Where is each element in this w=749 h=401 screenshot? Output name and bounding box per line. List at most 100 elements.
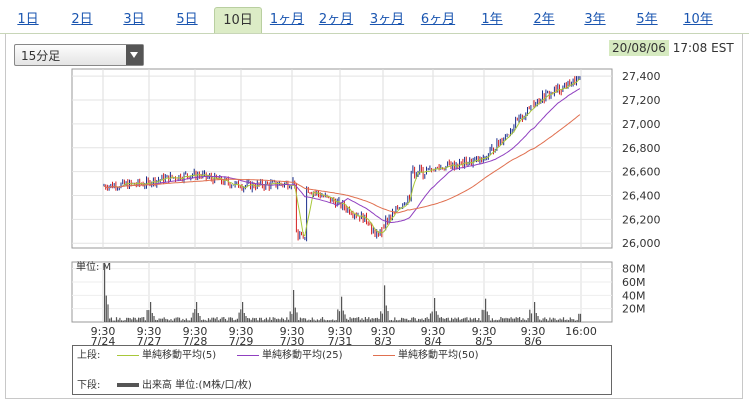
x-tick-time: 9:30 <box>137 325 162 338</box>
volume-bar <box>265 317 267 322</box>
volume-bar <box>534 302 536 322</box>
volume-bar <box>574 320 576 322</box>
volume-bar <box>366 318 368 322</box>
volume-bar <box>281 317 283 322</box>
x-tick-date: 8/4 <box>424 335 442 345</box>
x-tick-date: 8/3 <box>374 335 392 345</box>
volume-bar <box>269 317 271 322</box>
volume-bar <box>219 318 221 322</box>
volume-bar <box>233 320 235 322</box>
timestamp-time: 17:08 EST <box>672 41 734 55</box>
volume-bar <box>151 313 153 322</box>
tab-range-7[interactable]: 3ヶ月 <box>369 12 405 27</box>
volume-bar <box>576 319 578 322</box>
x-tick-time: 9:30 <box>421 325 446 338</box>
volume-bar <box>419 319 421 322</box>
price-y-tick-label: 26,200 <box>622 213 661 226</box>
volume-bar <box>424 318 426 322</box>
legend-upper-row: 上段: 単純移動平均(5) 単純移動平均(25) 単純移動平均(50) <box>77 349 479 363</box>
tab-range-9[interactable]: 1年 <box>481 12 503 27</box>
volume-bar <box>392 320 394 322</box>
volume-bar <box>524 319 526 322</box>
tab-range-5[interactable]: 1ヶ月 <box>269 12 305 27</box>
volume-bar <box>132 317 135 322</box>
volume-bar <box>421 318 423 322</box>
x-tick-time: 16:00 <box>565 325 597 338</box>
x-tick-time: 9:30 <box>229 325 254 338</box>
volume-unit-label: 単位: M <box>76 260 111 273</box>
volume-bar <box>134 317 136 322</box>
volume-bar <box>129 318 131 322</box>
interval-select[interactable]: 15分足 <box>14 44 144 66</box>
volume-bars <box>104 263 582 322</box>
volume-bar <box>554 318 556 322</box>
tab-range-1[interactable]: 2日 <box>71 12 93 27</box>
volume-bar <box>442 318 444 322</box>
x-tick-time: 9:30 <box>521 325 546 338</box>
volume-bar <box>294 307 296 322</box>
volume-bar <box>435 311 437 322</box>
volume-bar <box>136 319 138 322</box>
volume-bar <box>552 317 554 322</box>
x-tick-time: 9:30 <box>280 325 305 338</box>
volume-bar <box>315 320 317 322</box>
x-tick-date: 8/5 <box>475 335 493 345</box>
volume-bar <box>201 320 203 322</box>
volume-bar <box>231 317 233 322</box>
volume-bar <box>488 315 490 322</box>
volume-bar <box>423 319 425 322</box>
tab-range-4[interactable]: 10日 <box>214 7 262 34</box>
volume-bar <box>437 314 439 322</box>
volume-bar <box>562 317 565 322</box>
price-y-tick-label: 26,400 <box>622 189 661 202</box>
volume-bar <box>155 319 157 322</box>
volume-bar <box>267 319 269 322</box>
volume-bar <box>190 317 192 322</box>
volume-bar <box>529 309 531 322</box>
volume-bar <box>238 312 240 322</box>
volume-bar <box>127 317 129 322</box>
volume-bar <box>170 319 172 322</box>
volume-bar <box>452 319 454 322</box>
tab-range-13[interactable]: 10年 <box>683 12 713 27</box>
volume-bar <box>439 317 441 322</box>
volume-bar <box>293 290 295 322</box>
price-plot-area <box>71 68 613 249</box>
tab-range-11[interactable]: 3年 <box>584 12 606 27</box>
chevron-down-icon[interactable] <box>126 45 143 65</box>
tab-range-12[interactable]: 5年 <box>636 12 658 27</box>
tab-range-3[interactable]: 5日 <box>176 12 198 27</box>
tab-range-6[interactable]: 2ヶ月 <box>318 12 354 27</box>
price-chart: 26,000 26,200 26,400 26,600 26,800 27,000 27,2… <box>71 68 661 345</box>
volume-bar <box>522 318 524 322</box>
volume-bar <box>161 318 164 322</box>
volume-bar <box>110 317 112 322</box>
volume-bar <box>270 319 273 322</box>
tab-range-0[interactable]: 1日 <box>17 12 39 27</box>
legend-ma50-label: 単純移動平均(50) <box>398 350 479 361</box>
volume-bar <box>412 317 415 322</box>
volume-bar <box>304 318 307 322</box>
volume-bar <box>530 313 533 322</box>
volume-bar <box>380 311 382 322</box>
volume-bar <box>447 317 449 322</box>
volume-bar <box>337 309 339 322</box>
volume-bar <box>490 320 492 322</box>
tab-range-2[interactable]: 3日 <box>123 12 145 27</box>
legend-volume: 出来高 単位:(M株/口/枚) <box>117 379 252 393</box>
legend-lower-row: 下段: 出来高 単位:(M株/口/枚) <box>77 379 252 393</box>
tab-range-10[interactable]: 2年 <box>533 12 555 27</box>
volume-bar <box>184 320 186 322</box>
volume-bar <box>440 317 442 322</box>
volume-bar <box>456 318 458 322</box>
interval-select-value: 15分足 <box>21 49 61 63</box>
volume-bar <box>330 319 332 322</box>
volume-bar <box>245 316 247 322</box>
volume-bar <box>178 317 181 322</box>
volume-bar <box>194 308 196 322</box>
volume-bar <box>341 296 343 322</box>
volume-bar <box>310 319 312 322</box>
volume-bar <box>197 313 199 322</box>
price-y-tick-label: 27,400 <box>622 70 661 83</box>
tab-range-8[interactable]: 6ヶ月 <box>420 12 456 27</box>
